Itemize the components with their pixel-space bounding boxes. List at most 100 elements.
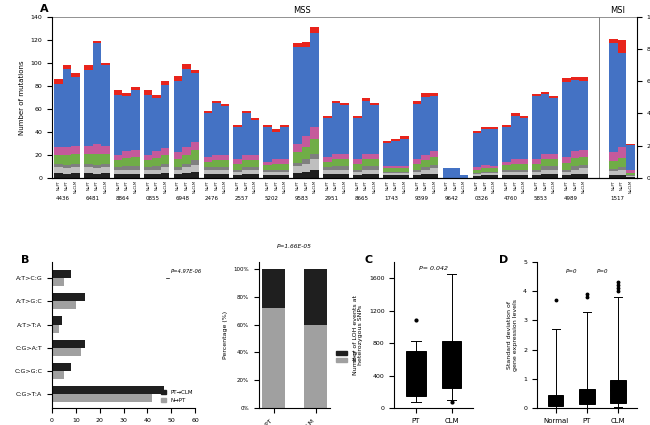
Text: 6948: 6948 [176,196,189,201]
Bar [609,42,618,152]
Bar [52,293,85,301]
Bar [114,155,122,160]
Bar [114,91,122,95]
Bar [511,172,519,176]
Bar [310,127,319,139]
Bar [242,160,250,167]
Bar [571,158,579,166]
Bar [391,168,400,172]
Bar [52,325,59,333]
Bar [101,63,110,65]
Text: N→PT: N→PT [475,180,479,190]
Bar [618,175,627,178]
Bar [310,33,319,127]
Bar [562,78,571,82]
Bar [191,142,200,150]
Text: N→PT: N→PT [505,180,509,190]
Bar [72,76,80,145]
Bar [174,170,182,174]
Bar [430,93,439,96]
Bar [302,42,310,47]
Bar [413,176,421,178]
Bar [353,118,361,159]
Bar [212,174,220,178]
PathPatch shape [442,341,462,388]
Bar [430,174,439,178]
Text: N→CLM: N→CLM [73,180,77,193]
Bar [72,145,80,153]
Text: N→PT: N→PT [125,180,129,190]
Text: N→PT: N→PT [146,180,150,190]
Bar [54,173,62,178]
Bar [62,165,72,168]
Bar [391,141,400,166]
Bar [122,93,131,96]
Text: N→PT: N→PT [415,180,419,190]
Y-axis label: Number of LOH events at
heterozygous SNPs: Number of LOH events at heterozygous SNP… [353,295,363,375]
Bar [370,159,379,166]
Bar [52,348,81,356]
Bar [618,147,627,158]
Bar [144,95,152,155]
Bar [430,151,439,157]
Bar [203,170,212,174]
Bar [430,96,439,151]
Bar [52,270,71,278]
Text: 2951: 2951 [325,196,339,201]
Text: N→PT: N→PT [57,180,60,190]
Bar [323,118,332,157]
Bar [280,125,289,127]
Bar [489,176,498,178]
Bar [413,101,421,104]
Bar [220,174,229,178]
Bar [114,170,122,174]
Text: N→CLM: N→CLM [253,180,257,193]
Bar [549,174,558,178]
Bar [370,103,379,105]
Bar [92,168,101,174]
Bar [383,143,391,166]
Bar [203,162,212,167]
Bar [361,174,370,178]
Bar [52,278,64,286]
Bar [541,153,549,159]
Text: N→CLM: N→CLM [193,180,197,193]
Bar [353,164,361,170]
Bar [84,153,92,164]
Bar [233,159,242,164]
Bar [323,174,332,178]
Bar [114,160,122,167]
Bar [562,176,571,178]
Text: 4436: 4436 [56,196,70,201]
Bar [272,132,280,159]
Text: N→CLM: N→CLM [372,180,376,193]
Bar [609,152,618,161]
Text: N→CLM: N→CLM [462,180,466,193]
Bar [361,166,370,170]
Bar [122,96,131,151]
Bar [114,95,122,155]
Bar [361,170,370,174]
Bar [131,170,140,174]
Bar [62,168,72,174]
Bar [400,172,409,173]
Bar [272,159,280,164]
Bar [473,133,481,167]
Bar [473,176,481,178]
Text: N→PT: N→PT [326,180,330,190]
Text: N→PT: N→PT [535,180,539,190]
Bar [182,68,191,147]
Bar [84,145,92,153]
Bar [161,155,170,164]
Bar [212,167,220,170]
Bar [131,91,140,150]
Bar [144,167,152,170]
Bar [293,173,302,178]
Bar [310,27,319,33]
Text: 9583: 9583 [295,196,309,201]
Bar [502,165,511,170]
Bar [144,170,152,174]
Text: 1743: 1743 [384,196,398,201]
Bar [400,176,409,178]
Text: N→PT: N→PT [296,180,300,190]
